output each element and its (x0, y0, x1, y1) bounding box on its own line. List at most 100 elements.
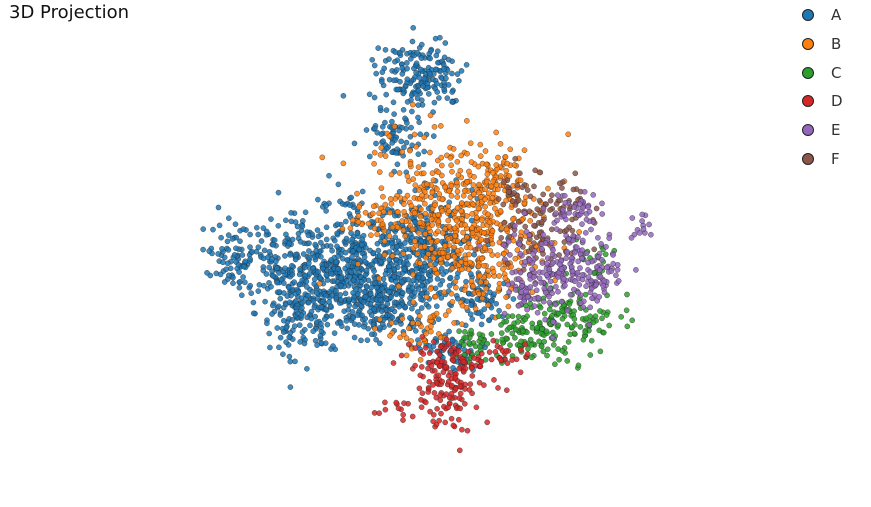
point-e (587, 304, 593, 311)
point-e (523, 288, 529, 295)
series-b (316, 101, 582, 363)
point-b (374, 231, 380, 238)
point-b (434, 186, 440, 192)
point-a (293, 298, 299, 304)
point-b (482, 203, 488, 210)
point-e (577, 300, 584, 306)
point-b (430, 255, 437, 262)
legend-label: A (831, 6, 842, 24)
point-a (431, 99, 438, 106)
point-a (496, 307, 502, 314)
point-a (326, 299, 332, 305)
point-e (554, 217, 560, 224)
point-b (479, 255, 485, 262)
point-a (335, 181, 342, 188)
point-b (378, 145, 385, 151)
point-a (418, 66, 424, 73)
point-a (224, 260, 231, 267)
point-a (266, 264, 272, 271)
point-b (449, 168, 455, 175)
point-d (495, 385, 501, 391)
point-b (371, 161, 377, 167)
point-a (226, 272, 232, 279)
point-d (436, 352, 443, 358)
point-e (615, 278, 622, 284)
point-b (523, 194, 529, 200)
point-b (453, 217, 460, 224)
point-a (282, 253, 288, 259)
point-f (559, 185, 565, 191)
point-b (505, 303, 512, 310)
point-b (410, 271, 416, 278)
point-b (454, 159, 461, 165)
point-e (613, 272, 619, 279)
point-a (338, 297, 344, 303)
point-e (585, 259, 591, 266)
point-a (344, 325, 351, 332)
point-a (404, 65, 410, 72)
point-b (423, 330, 429, 337)
point-c (549, 313, 555, 319)
point-a (319, 299, 326, 305)
point-a (434, 276, 441, 282)
point-b (565, 131, 571, 138)
point-b (437, 256, 444, 262)
point-b (464, 150, 470, 157)
point-a (276, 289, 283, 295)
point-c (499, 336, 506, 343)
point-b (401, 209, 407, 215)
point-b (511, 162, 518, 168)
point-b (460, 229, 466, 236)
point-b (493, 129, 499, 136)
point-d (449, 382, 455, 389)
point-a (376, 325, 383, 331)
point-b (454, 194, 461, 200)
point-a (384, 301, 391, 307)
point-b (461, 287, 468, 293)
point-b (399, 218, 405, 224)
point-d (437, 397, 444, 403)
point-a (425, 304, 432, 310)
point-c (618, 314, 624, 320)
legend-item-f: F (791, 149, 840, 169)
point-b (454, 238, 461, 244)
point-b (382, 201, 389, 208)
point-c (539, 326, 545, 332)
point-a (351, 321, 358, 327)
point-b (462, 222, 468, 228)
point-c (575, 362, 582, 369)
point-a (297, 239, 304, 245)
point-a (299, 223, 306, 230)
point-a (463, 62, 470, 68)
point-e (527, 284, 534, 290)
point-e (501, 310, 508, 317)
point-d (432, 368, 438, 374)
point-d (477, 363, 484, 369)
point-a (275, 303, 282, 310)
point-d (486, 349, 493, 355)
point-e (553, 226, 560, 232)
point-b (475, 163, 482, 170)
point-d (382, 399, 388, 406)
point-e (521, 210, 528, 216)
point-d (484, 419, 490, 426)
point-b (445, 254, 451, 260)
point-b (469, 225, 475, 231)
point-b (435, 212, 441, 218)
point-b (446, 188, 452, 194)
point-a (306, 260, 312, 266)
point-c (507, 342, 513, 348)
point-a (315, 233, 322, 240)
point-a (358, 279, 365, 285)
point-a (343, 218, 349, 225)
point-a (226, 215, 232, 221)
legend-label: E (831, 121, 841, 140)
point-c (556, 356, 562, 363)
point-b (399, 149, 405, 155)
point-b (448, 162, 454, 168)
point-a (334, 221, 341, 227)
point-a (411, 289, 418, 296)
point-e (563, 255, 569, 262)
point-a (399, 278, 405, 285)
point-a (350, 248, 356, 254)
